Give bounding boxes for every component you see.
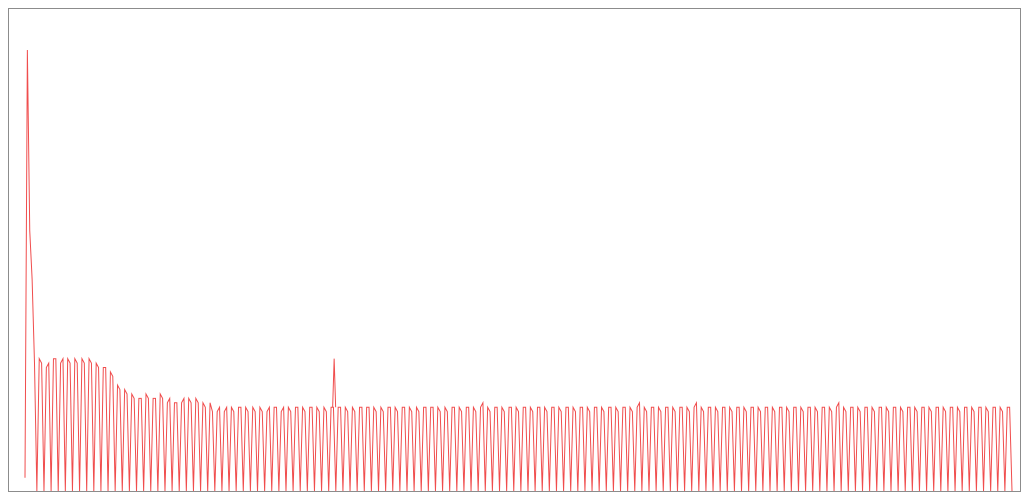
spike-mark-1 [332, 358, 337, 408]
series-layer [24, 49, 1013, 492]
series-line-1 [24, 49, 1013, 492]
plot-frame [8, 8, 1021, 492]
